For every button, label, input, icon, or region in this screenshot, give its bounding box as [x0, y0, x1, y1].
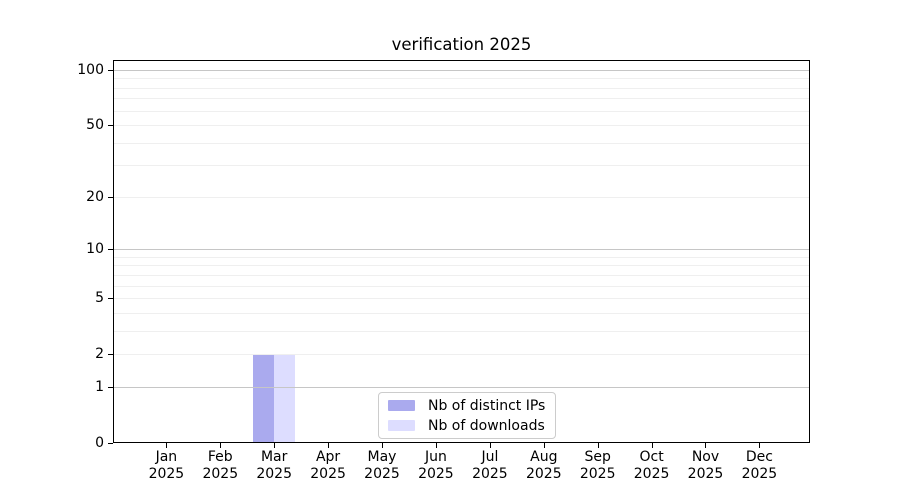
x-tick-label: Dec 2025 — [727, 449, 791, 482]
x-tick-month: Jun — [424, 449, 447, 465]
y-tick-label: 50 — [86, 117, 104, 133]
x-tick-month: May — [367, 449, 397, 465]
x-tick-year: 2025 — [418, 465, 454, 482]
gridline-major — [114, 387, 809, 388]
legend-swatch-distinct-ips — [388, 400, 415, 411]
x-tick-mark — [598, 443, 599, 448]
x-tick-month: Dec — [745, 449, 773, 465]
x-tick-mark — [166, 443, 167, 448]
gridline-minor — [114, 298, 809, 299]
y-tick-mark — [108, 443, 113, 444]
legend-item-downloads: Nb of downloads — [388, 417, 545, 434]
y-tick-label: 2 — [95, 346, 104, 362]
x-tick-year: 2025 — [202, 465, 239, 482]
x-tick-year: 2025 — [525, 465, 562, 482]
x-tick-mark — [759, 443, 760, 448]
gridline-minor — [114, 286, 809, 287]
x-tick-mark — [382, 443, 383, 448]
x-tick-year: 2025 — [364, 465, 400, 482]
x-tick-label: Jun 2025 — [404, 449, 468, 482]
x-tick-mark — [490, 443, 491, 448]
x-tick-month: Sep — [584, 449, 611, 465]
x-tick-label: Nov 2025 — [674, 449, 738, 482]
gridline-minor — [114, 313, 809, 314]
y-tick-label: 10 — [86, 241, 104, 257]
x-tick-label: Jul 2025 — [458, 449, 522, 482]
legend-label-downloads: Nb of downloads — [428, 417, 545, 434]
x-tick-mark — [652, 443, 653, 448]
bar-nb-of-distinct-ips — [252, 354, 275, 442]
gridline-minor — [114, 257, 809, 258]
x-tick-mark — [274, 443, 275, 448]
x-tick-month: Oct — [639, 449, 664, 465]
y-tick-label: 5 — [95, 290, 104, 306]
gridline-minor — [114, 331, 809, 332]
x-tick-label: Mar 2025 — [242, 449, 306, 482]
x-tick-month: Mar — [260, 449, 288, 465]
x-tick-label: May 2025 — [350, 449, 414, 482]
gridline-minor — [114, 98, 809, 99]
chart-title: verification 2025 — [391, 35, 532, 54]
gridline-minor — [114, 143, 809, 144]
x-tick-label: Oct 2025 — [620, 449, 684, 482]
x-tick-mark — [328, 443, 329, 448]
y-tick-label: 1 — [95, 379, 104, 395]
legend: Nb of distinct IPs Nb of downloads — [378, 392, 557, 439]
x-tick-label: Jan 2025 — [134, 449, 198, 482]
x-tick-label: Apr 2025 — [296, 449, 360, 482]
x-tick-label: Aug 2025 — [512, 449, 576, 482]
y-tick-mark — [108, 298, 113, 299]
gridline-minor — [114, 265, 809, 266]
y-tick-label: 0 — [95, 435, 104, 451]
y-tick-mark — [108, 70, 113, 71]
x-tick-month: Nov — [691, 449, 720, 465]
x-tick-year: 2025 — [148, 465, 185, 482]
x-tick-month: Jul — [481, 449, 499, 465]
x-tick-year: 2025 — [633, 465, 670, 482]
bar-nb-of-downloads — [274, 354, 296, 442]
y-tick-mark — [108, 249, 113, 250]
x-tick-year: 2025 — [579, 465, 616, 482]
gridline-minor — [114, 197, 809, 198]
x-tick-month: Feb — [207, 449, 233, 465]
gridline-minor — [114, 88, 809, 89]
gridline-minor — [114, 354, 809, 355]
gridline-minor — [114, 78, 809, 79]
y-tick-label: 100 — [77, 62, 104, 78]
y-tick-mark — [108, 354, 113, 355]
y-tick-mark — [108, 387, 113, 388]
plot-area — [113, 60, 810, 443]
gridline-minor — [114, 275, 809, 276]
x-tick-mark — [220, 443, 221, 448]
x-tick-year: 2025 — [310, 465, 346, 482]
y-tick-mark — [108, 125, 113, 126]
x-tick-month: Aug — [530, 449, 558, 465]
x-tick-mark — [544, 443, 545, 448]
legend-swatch-downloads — [388, 420, 415, 431]
x-tick-label: Sep 2025 — [566, 449, 630, 482]
y-tick-label: 20 — [86, 189, 104, 205]
x-tick-mark — [436, 443, 437, 448]
x-tick-mark — [705, 443, 706, 448]
y-tick-mark — [108, 197, 113, 198]
x-tick-year: 2025 — [472, 465, 508, 482]
x-tick-month: Apr — [315, 449, 341, 465]
gridline-minor — [114, 165, 809, 166]
x-tick-year: 2025 — [687, 465, 724, 482]
x-tick-year: 2025 — [741, 465, 778, 482]
gridline-minor — [114, 125, 809, 126]
gridline-major — [114, 70, 809, 71]
gridline-minor — [114, 111, 809, 112]
legend-item-distinct-ips: Nb of distinct IPs — [388, 397, 545, 414]
x-tick-year: 2025 — [256, 465, 292, 482]
gridline-major — [114, 249, 809, 250]
x-tick-label: Feb 2025 — [188, 449, 252, 482]
x-tick-month: Jan — [155, 449, 178, 465]
legend-label-distinct-ips: Nb of distinct IPs — [428, 397, 546, 414]
